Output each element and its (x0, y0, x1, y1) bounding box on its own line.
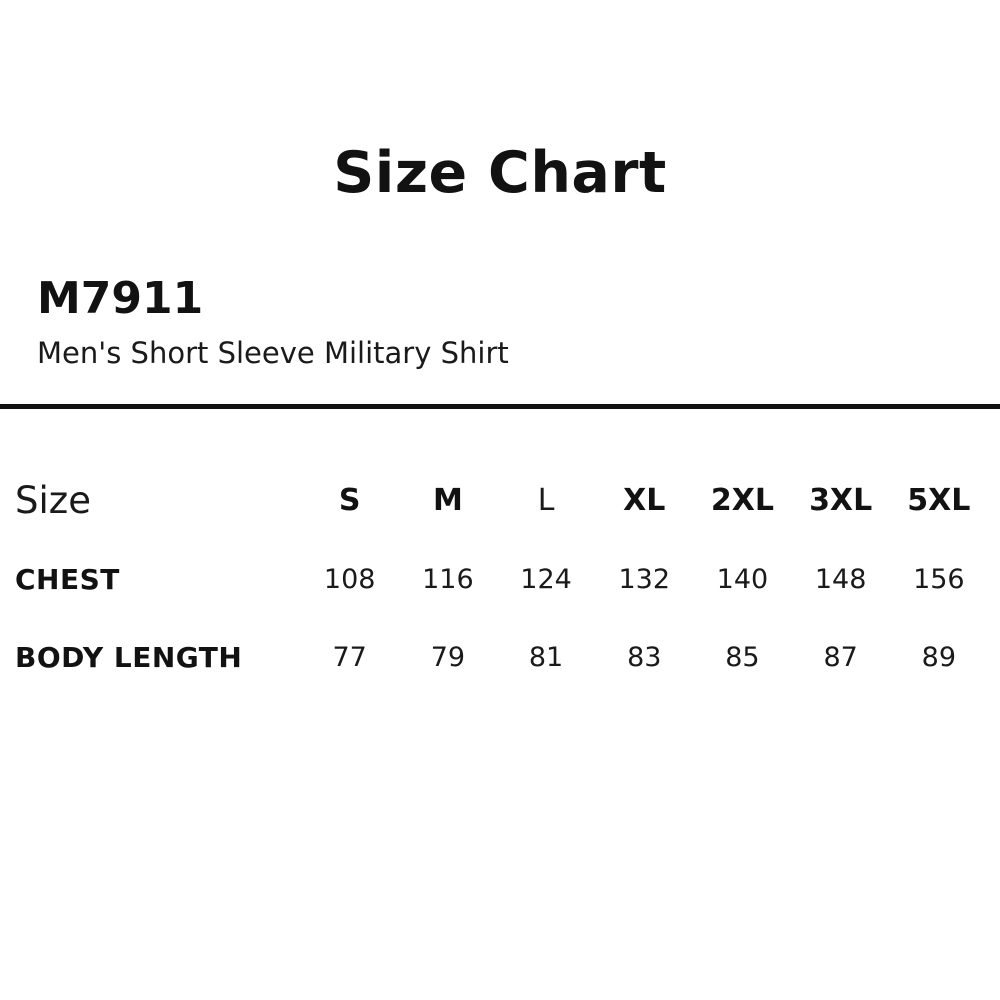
size-column-label: Size (15, 478, 91, 522)
body-length-value-3xl: 87 (823, 641, 858, 673)
size-header-2xl: 2XL (710, 482, 774, 518)
body-length-value-m: 79 (430, 641, 466, 673)
chest-value-3xl: 148 (814, 563, 867, 595)
size-header-m: M (432, 482, 463, 518)
table-row-chest: CHEST 108 116 124 132 140 148 156 (0, 540, 988, 618)
divider (0, 404, 1000, 409)
row-label-body-length: BODY LENGTH (15, 640, 243, 674)
chest-value-2xl: 140 (716, 563, 769, 595)
size-header-5xl: 5XL (907, 482, 971, 518)
chest-value-m: 116 (422, 563, 474, 595)
body-length-value-s: 77 (332, 641, 367, 673)
chest-value-xl: 132 (618, 563, 671, 595)
body-length-value-5xl: 89 (921, 641, 957, 673)
size-header-l: L (537, 482, 555, 518)
chest-value-l: 124 (520, 563, 572, 595)
product-code: M7911 (37, 273, 204, 324)
chest-value-5xl: 156 (913, 563, 965, 595)
row-label-chest: CHEST (15, 562, 120, 596)
size-header-xl: XL (623, 482, 666, 518)
body-length-value-l: 81 (528, 641, 564, 673)
product-info: M7911 Men's Short Sleeve Military Shirt (37, 273, 509, 370)
body-length-value-2xl: 85 (725, 641, 760, 673)
size-header-s: S (338, 482, 361, 518)
size-header-row: Size S M L XL 2XL 3XL 5XL (0, 460, 988, 540)
product-name: Men's Short Sleeve Military Shirt (37, 335, 509, 370)
table-row-body-length: BODY LENGTH 77 79 81 83 85 87 89 (0, 618, 988, 696)
body-length-value-xl: 83 (627, 641, 662, 673)
size-table: Size S M L XL 2XL 3XL 5XL CHEST 108 116 … (0, 460, 988, 696)
size-header-3xl: 3XL (809, 482, 873, 518)
page-title: Size Chart (333, 140, 667, 206)
chest-value-s: 108 (323, 563, 376, 595)
